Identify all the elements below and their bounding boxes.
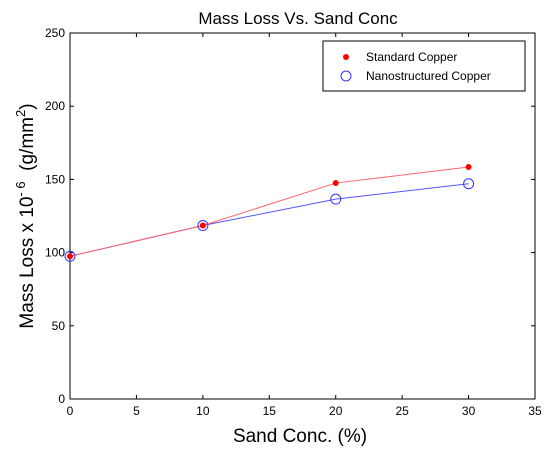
y-tick-label: 50 — [52, 319, 66, 333]
legend-marker-standard-copper — [343, 54, 349, 60]
x-tick-label: 0 — [67, 404, 74, 418]
series-layer — [64, 163, 475, 262]
y-axis-label-exponent: - 6 — [13, 181, 28, 196]
series-line-standard-copper — [69, 166, 469, 257]
x-tick-label: 15 — [263, 404, 277, 418]
x-axis-ticks: 0 5 10 15 20 25 30 35 — [67, 33, 542, 418]
y-axis-ticks: 0 50 100 150 200 250 — [45, 26, 535, 406]
data-point-standard-copper — [332, 180, 339, 187]
y-axis-label-unit-sup: 2 — [13, 110, 28, 117]
y-tick-label: 250 — [45, 26, 65, 40]
y-tick-label: 150 — [45, 172, 65, 186]
y-axis-label: Mass Loss x 10- 6 (g/mm2) — [13, 103, 38, 328]
data-point-standard-copper — [67, 253, 73, 260]
legend-label-nanostructured-copper: Nanostructured Copper — [366, 69, 491, 83]
data-point-nanostructured-copper — [197, 220, 209, 232]
x-tick-label: 25 — [395, 404, 409, 418]
data-point-standard-copper — [465, 163, 472, 170]
y-tick-label: 0 — [58, 392, 65, 406]
x-tick-label: 30 — [462, 404, 476, 418]
y-axis-label-prefix: Mass Loss x 10 — [17, 197, 38, 329]
x-axis-label: Sand Conc. (%) — [233, 426, 367, 447]
plot-area — [69, 32, 536, 400]
data-point-nanostructured-copper — [330, 193, 342, 205]
y-tick-label: 200 — [45, 99, 65, 113]
x-tick-label: 5 — [133, 404, 140, 418]
legend-label-standard-copper: Standard Copper — [366, 50, 457, 64]
x-tick-label: 35 — [528, 404, 542, 418]
x-tick-label: 10 — [196, 404, 210, 418]
x-tick-label: 20 — [329, 404, 343, 418]
legend-box — [322, 40, 526, 92]
y-axis-label-unit-close: ) — [17, 103, 38, 109]
plot-frame — [69, 32, 536, 400]
data-point-nanostructured-copper — [64, 250, 76, 262]
chart-title: Mass Loss Vs. Sand Conc — [198, 9, 398, 28]
y-tick-label: 100 — [45, 246, 65, 260]
legend-marker-nanostructured-copper — [340, 70, 352, 82]
legend: Standard Copper Nanostructured Copper — [322, 40, 526, 92]
y-axis-label-unit-open: (g/mm — [17, 117, 38, 181]
data-point-standard-copper — [199, 222, 206, 229]
data-point-nanostructured-copper — [463, 178, 475, 190]
